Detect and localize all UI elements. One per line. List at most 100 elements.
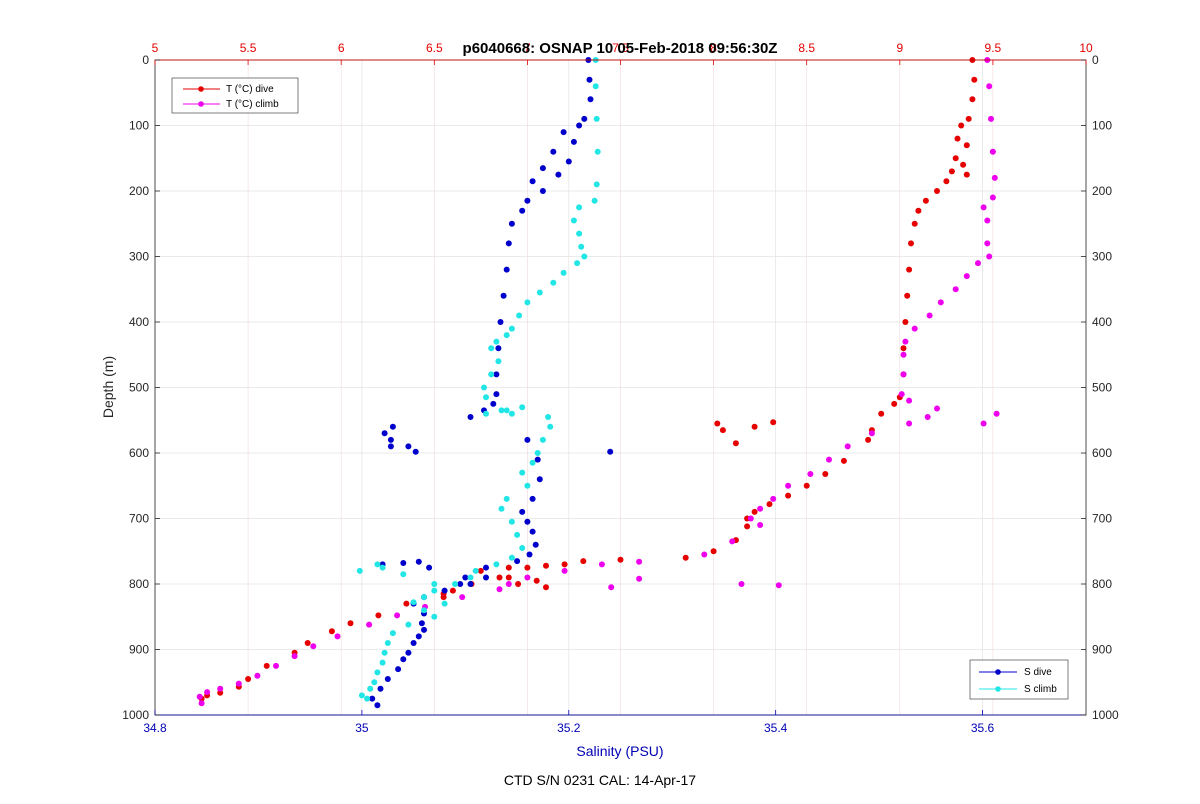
data-point xyxy=(980,420,987,427)
data-point xyxy=(505,581,512,587)
y-tick-label-right: 200 xyxy=(1092,184,1112,198)
data-point xyxy=(395,666,402,673)
x-tick-label-temperature: 5.5 xyxy=(240,41,257,55)
data-point xyxy=(508,220,515,227)
data-point xyxy=(467,414,474,420)
data-point xyxy=(493,338,500,345)
data-point xyxy=(381,430,388,437)
data-point xyxy=(710,548,717,555)
data-point xyxy=(371,679,378,686)
y-tick-label-right: 900 xyxy=(1092,643,1112,657)
data-point xyxy=(980,204,987,211)
data-point xyxy=(379,564,386,571)
data-point xyxy=(591,197,598,204)
x-tick-label-temperature: 7 xyxy=(524,41,531,55)
data-point xyxy=(915,207,922,214)
data-point xyxy=(963,142,970,149)
y-tick-label-left: 800 xyxy=(129,577,149,591)
data-point xyxy=(431,587,438,594)
data-point xyxy=(891,400,898,407)
data-point xyxy=(989,148,996,155)
data-point xyxy=(576,230,583,237)
x-tick-label-temperature: 5 xyxy=(152,41,159,55)
data-point xyxy=(550,148,557,155)
data-point xyxy=(369,695,376,702)
series-s-climb xyxy=(356,57,601,702)
data-point xyxy=(377,685,384,692)
data-point xyxy=(581,115,588,122)
data-point xyxy=(555,171,562,178)
data-point xyxy=(519,469,526,476)
data-point xyxy=(900,345,907,352)
data-point xyxy=(926,312,933,319)
data-point xyxy=(770,419,777,426)
data-point xyxy=(543,584,549,591)
data-point xyxy=(405,649,412,656)
data-point xyxy=(969,96,976,103)
data-point xyxy=(751,423,758,430)
data-point xyxy=(358,692,365,699)
data-point xyxy=(911,325,918,332)
data-point xyxy=(483,564,489,571)
data-point xyxy=(374,669,381,676)
data-point xyxy=(868,430,875,437)
data-point xyxy=(263,662,270,669)
data-point xyxy=(878,410,885,417)
chart-title: p6040668: OSNAP 10 05-Feb-2018 09:56:30Z xyxy=(463,40,778,57)
legend-t-dive-marker xyxy=(198,86,204,92)
data-point xyxy=(503,266,510,273)
x-axis-label-salinity: Salinity (PSU) xyxy=(576,743,663,759)
data-point xyxy=(902,319,909,325)
data-point xyxy=(519,207,526,214)
x-tick-label-salinity: 35.4 xyxy=(764,721,788,735)
x-tick-label-temperature: 6 xyxy=(338,41,345,55)
data-point xyxy=(514,558,521,565)
data-point xyxy=(431,581,438,587)
data-point xyxy=(533,577,540,584)
data-point xyxy=(539,188,546,194)
y-tick-label-left: 100 xyxy=(129,119,149,133)
data-point xyxy=(922,197,929,204)
x-tick-label-temperature: 8.5 xyxy=(798,41,815,55)
data-point xyxy=(529,178,536,185)
data-point xyxy=(524,436,531,443)
data-point xyxy=(374,561,381,568)
y-axis-label: Depth (m) xyxy=(100,356,116,418)
data-point xyxy=(304,640,311,646)
data-point xyxy=(975,260,981,267)
data-point xyxy=(217,685,224,692)
data-point xyxy=(550,279,557,286)
data-point xyxy=(545,414,552,420)
data-point xyxy=(524,482,531,489)
data-point xyxy=(488,371,495,378)
data-point xyxy=(467,574,474,581)
y-tick-label-left: 300 xyxy=(129,250,149,264)
data-point xyxy=(524,197,531,204)
x-tick-label-temperature: 8 xyxy=(710,41,717,55)
data-point xyxy=(412,448,419,455)
data-point xyxy=(598,561,605,568)
data-point xyxy=(490,400,497,407)
data-point xyxy=(273,662,279,669)
data-point xyxy=(948,168,955,175)
data-point xyxy=(481,384,487,391)
data-point xyxy=(826,456,832,463)
data-point xyxy=(560,269,567,276)
data-point xyxy=(593,115,600,122)
data-point xyxy=(462,574,469,581)
y-tick-label-right: 400 xyxy=(1092,315,1112,329)
data-point xyxy=(807,471,814,477)
legend-s-dive-label: S dive xyxy=(1024,667,1052,678)
data-point xyxy=(785,482,792,489)
data-point xyxy=(934,188,940,194)
data-point xyxy=(415,558,422,565)
y-tick-label-right: 0 xyxy=(1092,53,1099,67)
data-point xyxy=(508,554,515,561)
y-tick-label-left: 900 xyxy=(129,643,149,657)
legend-t-dive-label: T (°C) dive xyxy=(226,84,274,95)
data-point xyxy=(503,407,510,414)
data-point xyxy=(254,672,261,679)
y-tick-label-left: 500 xyxy=(129,381,149,395)
data-point xyxy=(496,586,503,593)
x-tick-label-temperature: 6.5 xyxy=(426,41,443,55)
